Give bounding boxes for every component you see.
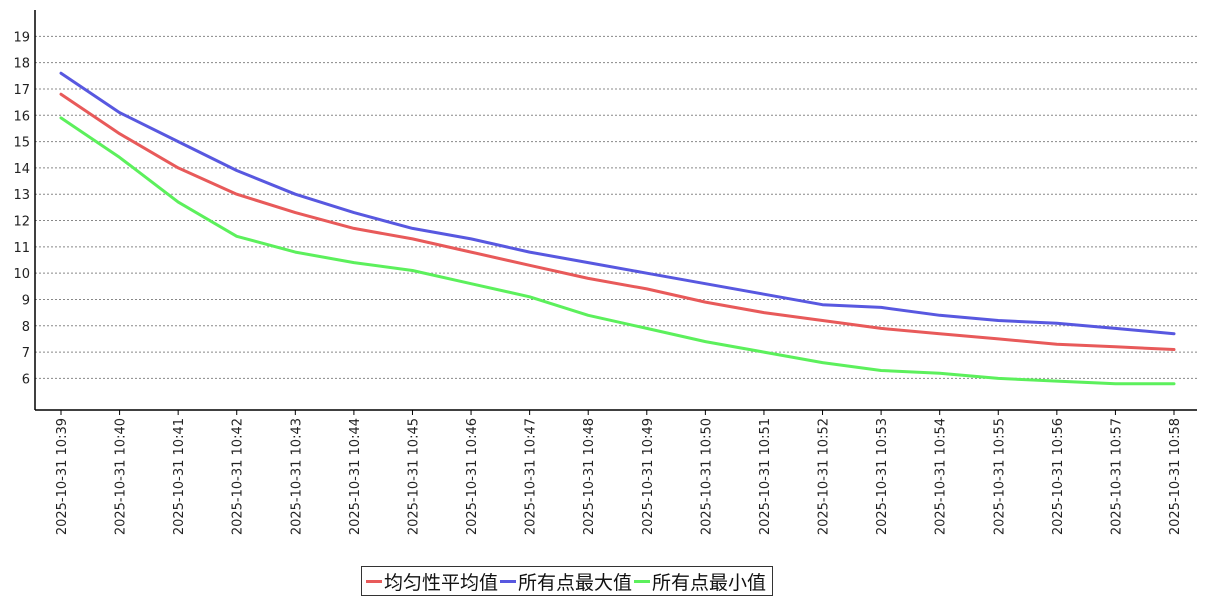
series-line-max (59, 71, 1176, 336)
y-tick-label: 12 (13, 215, 30, 230)
x-tick-label: 2025-10-31 10:43 (289, 418, 304, 535)
x-tick-label: 2025-10-31 10:44 (348, 418, 363, 535)
x-tick-label: 2025-10-31 10:51 (758, 418, 773, 535)
grid (35, 35, 1197, 379)
legend-item-avg: 均匀性平均值 (366, 568, 498, 595)
x-tick-label: 2025-10-31 10:57 (1109, 418, 1124, 535)
y-tick-label: 6 (22, 372, 30, 387)
legend-swatch-avg (366, 579, 382, 583)
series-line-avg (59, 92, 1176, 351)
x-tick-label: 2025-10-31 10:52 (817, 418, 832, 535)
x-tick-label: 2025-10-31 10:48 (582, 418, 597, 535)
y-tick-label: 17 (13, 83, 30, 98)
y-tick-label: 10 (13, 267, 30, 282)
legend-swatch-max (500, 579, 517, 583)
y-tick-label: 7 (22, 346, 30, 361)
axes (34, 10, 1197, 411)
legend-swatch-min (634, 579, 651, 583)
y-tick-label: 18 (13, 57, 30, 72)
series (59, 71, 1176, 386)
legend-item-min: 所有点最小值 (634, 568, 766, 595)
x-tick-label: 2025-10-31 10:53 (875, 418, 890, 535)
x-tick-label: 2025-10-31 10:54 (934, 418, 949, 535)
y-tick-label: 19 (13, 30, 30, 45)
x-tick-label: 2025-10-31 10:50 (699, 418, 714, 535)
legend-label-max: 所有点最大值 (518, 571, 633, 594)
x-tick-label: 2025-10-31 10:40 (114, 418, 129, 535)
x-ticks: 2025-10-31 10:39 2025-10-31 10:40 2025-10-… (55, 410, 1183, 535)
x-tick-label: 2025-10-31 10:56 (1051, 418, 1066, 535)
y-ticks: 6 7 8 9 10 11 12 13 14 15 16 17 18 19 (13, 30, 30, 387)
legend: 均匀性平均值 所有点最大值 所有点最小值 (361, 566, 774, 596)
x-tick-label: 2025-10-31 10:58 (1168, 418, 1183, 535)
legend-item-max: 所有点最大值 (500, 568, 632, 595)
y-tick-label: 16 (13, 109, 30, 124)
y-tick-label: 15 (13, 136, 30, 151)
y-tick-label: 9 (22, 293, 30, 308)
x-tick-label: 2025-10-31 10:46 (465, 418, 480, 535)
legend-label-min: 所有点最小值 (652, 571, 767, 594)
y-tick-label: 11 (13, 241, 30, 256)
x-tick-label: 2025-10-31 10:47 (524, 418, 539, 535)
x-tick-label: 2025-10-31 10:42 (231, 418, 246, 535)
y-tick-label: 13 (13, 188, 30, 203)
legend-label-avg: 均匀性平均值 (384, 571, 499, 594)
x-tick-label: 2025-10-31 10:39 (55, 418, 70, 535)
x-tick-label: 2025-10-31 10:55 (992, 418, 1007, 535)
x-tick-label: 2025-10-31 10:45 (406, 418, 421, 535)
y-tick-label: 14 (13, 162, 30, 177)
x-tick-label: 2025-10-31 10:41 (172, 418, 187, 535)
series-line-min (59, 116, 1176, 386)
x-tick-label: 2025-10-31 10:49 (641, 418, 656, 535)
y-tick-label: 8 (22, 320, 30, 335)
